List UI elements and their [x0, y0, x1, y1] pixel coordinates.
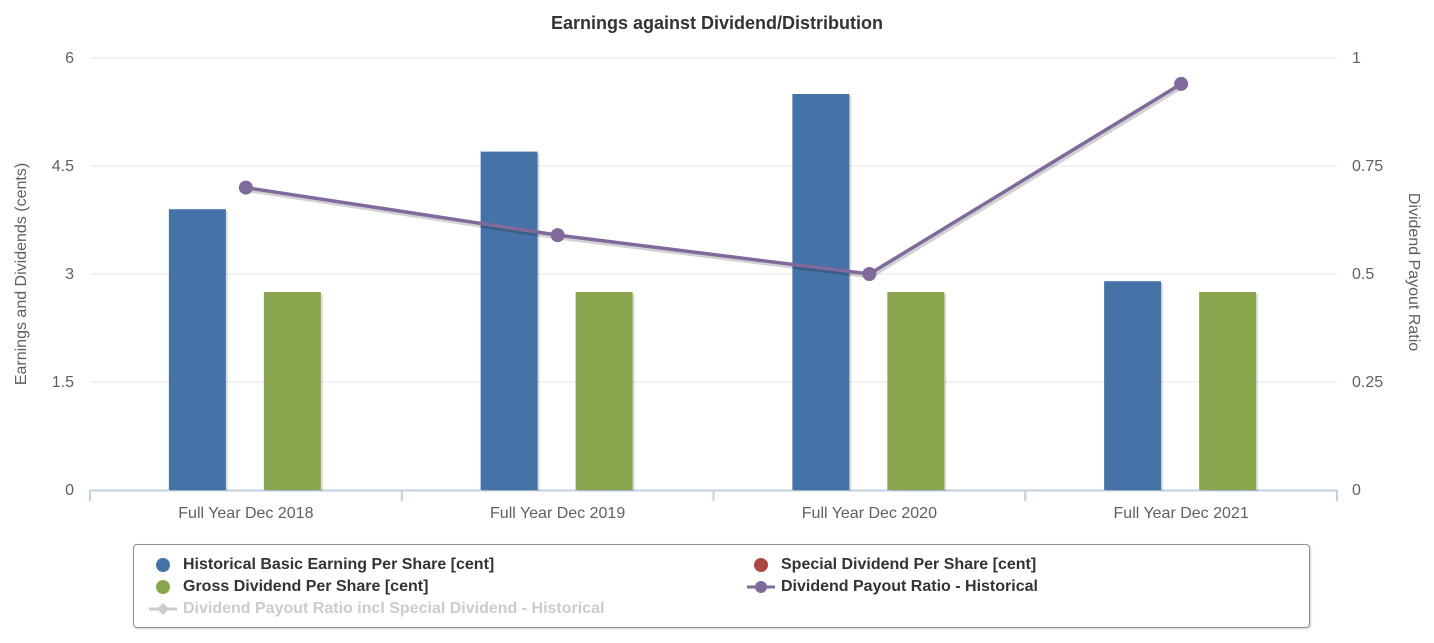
legend-item-label: Gross Dividend Per Share [cent] — [183, 578, 429, 595]
legend: Historical Basic Earning Per Share [cent… — [133, 544, 1310, 628]
legend-item-label: Special Dividend Per Share [cent] — [781, 556, 1037, 573]
legend-circle-icon — [156, 558, 170, 572]
chart-title: Earnings against Dividend/Distribution — [550, 13, 884, 33]
y-axis-right-tick-label: 0.75 — [1352, 158, 1383, 175]
y-axis-left-tick-label: 0 — [65, 482, 74, 499]
bar-historical-basic-earning-per-share-cent-full-year-dec-2020[interactable] — [792, 94, 850, 490]
y-axis-right-tick-label: 0.25 — [1352, 374, 1383, 391]
y-axis-right-tick-label: 1 — [1352, 50, 1361, 67]
line-dividend-payout-ratio-historical — [245, 82, 1183, 276]
bar-gross-dividend-per-share-cent-full-year-dec-2019[interactable] — [575, 292, 633, 490]
bar-historical-basic-earning-per-share-cent-full-year-dec-2018[interactable] — [168, 209, 226, 490]
line-shadow — [247, 84, 1184, 279]
bar-historical-basic-earning-per-share-cent-full-year-dec-2019[interactable] — [480, 151, 538, 490]
legend-item-dividend-payout-ratio-historical[interactable]: Dividend Payout Ratio - Historical — [746, 576, 1309, 598]
y-axis-left-tick-label: 1.5 — [52, 374, 74, 391]
y-axis-right-tick-label: 0.5 — [1352, 266, 1374, 283]
x-axis-category-label: Full Year Dec 2020 — [802, 505, 937, 522]
y-axis-left-tick-label: 6 — [65, 50, 74, 67]
legend-item-gross-dividend-per-share-cent[interactable]: Gross Dividend Per Share [cent] — [148, 576, 746, 598]
legend-circle-icon — [754, 558, 768, 572]
legend-item-special-dividend-per-share-cent[interactable]: Special Dividend Per Share [cent] — [746, 554, 1309, 576]
legend-item-historical-basic-earning-per-share-cent[interactable]: Historical Basic Earning Per Share [cent… — [148, 554, 746, 576]
legend-circle-icon — [156, 580, 170, 594]
legend-item-label: Dividend Payout Ratio - Historical — [781, 578, 1038, 595]
point-dividend-payout-ratio-historical-full-year-dec-2021[interactable] — [1174, 76, 1189, 91]
bar-gross-dividend-per-share-cent-full-year-dec-2020[interactable] — [887, 292, 945, 490]
legend-line-diamond-icon — [149, 603, 177, 615]
x-axis-category-label: Full Year Dec 2021 — [1114, 505, 1249, 522]
x-axis-category-label: Full Year Dec 2019 — [490, 505, 625, 522]
bar-gross-dividend-per-share-cent-full-year-dec-2018[interactable] — [263, 292, 321, 490]
x-axis-category-label: Full Year Dec 2018 — [178, 505, 313, 522]
bar-historical-basic-earning-per-share-cent-full-year-dec-2021[interactable] — [1104, 281, 1162, 490]
point-dividend-payout-ratio-historical-full-year-dec-2020[interactable] — [862, 267, 877, 281]
point-dividend-payout-ratio-historical-full-year-dec-2018[interactable] — [238, 180, 253, 195]
y-axis-left-tick-label: 3 — [65, 266, 74, 283]
y-axis-left-tick-label: 4.5 — [52, 158, 74, 175]
point-dividend-payout-ratio-historical-full-year-dec-2019[interactable] — [550, 228, 565, 243]
legend-item-dividend-payout-ratio-incl-special-dividend-historical[interactable]: Dividend Payout Ratio incl Special Divid… — [148, 598, 746, 620]
legend-item-label: Historical Basic Earning Per Share [cent… — [183, 556, 495, 573]
legend-line-circle-icon — [747, 581, 775, 593]
plot-area: 0 1.5 3 4.5 6 0 0.25 0.5 0.75 1 Full Year Dec 2018… — [52, 50, 1383, 522]
bar-gross-dividend-per-share-cent-full-year-dec-2021[interactable] — [1199, 292, 1257, 490]
y-axis-right-tick-label: 0 — [1352, 482, 1361, 499]
legend-item-label: Dividend Payout Ratio incl Special Divid… — [183, 600, 605, 617]
